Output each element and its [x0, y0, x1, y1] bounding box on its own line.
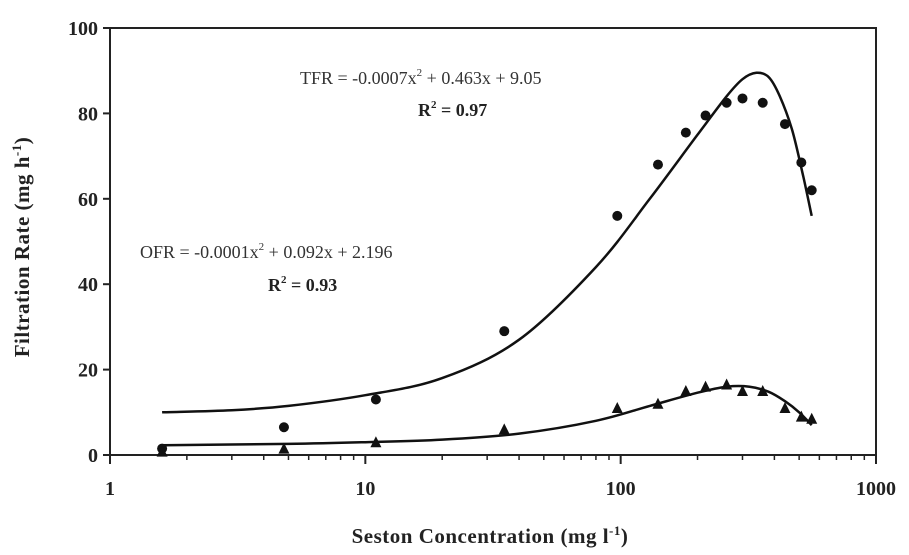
- tfr-point: [612, 210, 623, 221]
- x-axis-title: Seston Concentration (mg l-1): [352, 523, 629, 548]
- ofr-point: [156, 445, 168, 457]
- ofr-r-squared: R2 = 0.93: [268, 274, 337, 295]
- ofr-point: [700, 380, 712, 392]
- tfr-point: [652, 159, 663, 170]
- ofr-point: [736, 384, 748, 396]
- y-axis-title: Filtration Rate (mg h-1): [9, 137, 34, 358]
- x-tick-label: 1: [105, 478, 115, 500]
- ofr-point: [611, 402, 623, 414]
- tfr-point: [796, 157, 807, 168]
- tfr-point: [700, 110, 711, 121]
- x-tick-label: 10: [355, 478, 375, 500]
- ofr-point: [721, 378, 733, 390]
- tfr-point: [680, 127, 691, 138]
- ofr-point: [652, 397, 664, 409]
- ofr-point: [370, 436, 382, 448]
- x-tick-label: 1000: [856, 478, 896, 500]
- tfr-point: [370, 394, 381, 405]
- tfr-point: [806, 185, 817, 196]
- y-tick-label: 100: [68, 18, 98, 40]
- y-tick-label: 40: [78, 274, 98, 296]
- tfr-point: [721, 97, 732, 108]
- tfr-point: [499, 326, 510, 337]
- ofr-point: [757, 384, 769, 396]
- ofr-point: [278, 442, 290, 454]
- x-axis-ticks: 1 10 100 1000: [105, 455, 896, 500]
- ofr-point: [806, 412, 818, 424]
- tfr-point: [278, 422, 289, 433]
- y-tick-label: 60: [78, 189, 98, 211]
- y-axis-ticks: 0 20 40 60 80 100: [68, 18, 110, 467]
- ofr-point: [680, 384, 692, 396]
- fit-curves: [162, 71, 813, 447]
- tfr-fit-curve: [162, 71, 813, 414]
- tfr-point: [757, 97, 768, 108]
- data-points: [156, 93, 818, 457]
- x-tick-label: 100: [606, 478, 636, 500]
- tfr-r-squared: R2 = 0.97: [418, 99, 487, 120]
- ofr-equation: OFR = -0.0001x2 + 0.092x + 2.196: [140, 241, 392, 262]
- ofr-point: [795, 410, 807, 422]
- tfr-point: [779, 119, 790, 130]
- y-tick-label: 0: [88, 445, 98, 467]
- plot-frame: [109, 27, 877, 456]
- tfr-equation: TFR = -0.0007x2 + 0.463x + 9.05: [300, 67, 541, 88]
- plot-border: [109, 27, 877, 456]
- ofr-fit-curve: [162, 384, 813, 447]
- ofr-point: [498, 423, 510, 435]
- ofr-point: [779, 402, 791, 414]
- y-tick-label: 20: [78, 360, 98, 382]
- tfr-point: [737, 93, 748, 104]
- y-tick-label: 80: [78, 103, 98, 125]
